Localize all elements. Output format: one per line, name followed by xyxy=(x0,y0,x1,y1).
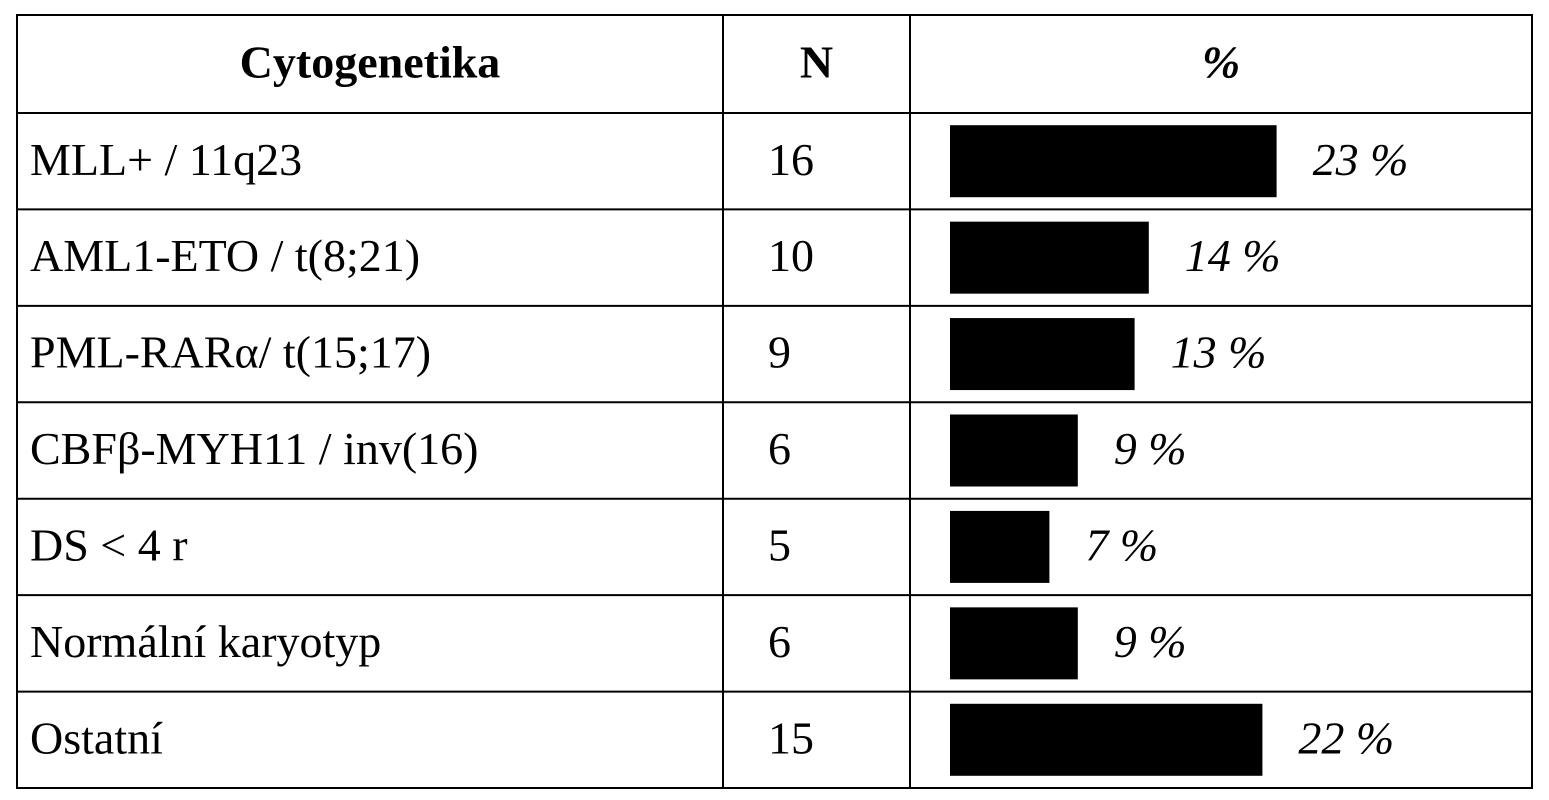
percent-label: 7 % xyxy=(1085,519,1158,570)
percent-label: 23 % xyxy=(1313,134,1409,185)
row-n: 6 xyxy=(768,616,791,667)
row-n: 6 xyxy=(768,423,791,474)
percent-label: 14 % xyxy=(1185,230,1281,281)
bar xyxy=(950,510,1050,583)
percent-label: 13 % xyxy=(1171,327,1267,378)
row-label: CBFβ-MYH11 / inv(16) xyxy=(30,423,479,474)
bar xyxy=(950,221,1149,294)
header-cell: N xyxy=(800,37,833,88)
row-n: 10 xyxy=(768,230,814,281)
row-label: MLL+ / 11q23 xyxy=(30,134,302,185)
bar xyxy=(950,318,1135,391)
bar xyxy=(950,414,1078,487)
row-label: PML-RARα/ t(15;17) xyxy=(30,327,431,378)
percent-label: 9 % xyxy=(1114,616,1187,667)
row-n: 16 xyxy=(768,134,814,185)
percent-label: 9 % xyxy=(1114,423,1187,474)
row-n: 9 xyxy=(768,327,791,378)
bar xyxy=(950,703,1263,776)
row-label: AML1-ETO / t(8;21) xyxy=(30,230,420,281)
row-label: DS < 4 r xyxy=(30,519,188,570)
header-cell: Cytogenetika xyxy=(240,37,501,88)
bar xyxy=(950,125,1277,198)
row-n: 5 xyxy=(768,519,791,570)
bar xyxy=(950,607,1078,680)
header-cell: % xyxy=(1202,37,1240,88)
row-label: Ostatní xyxy=(30,712,163,763)
percent-label: 22 % xyxy=(1298,712,1394,763)
row-label: Normální karyotyp xyxy=(30,616,381,667)
row-n: 15 xyxy=(768,712,814,763)
